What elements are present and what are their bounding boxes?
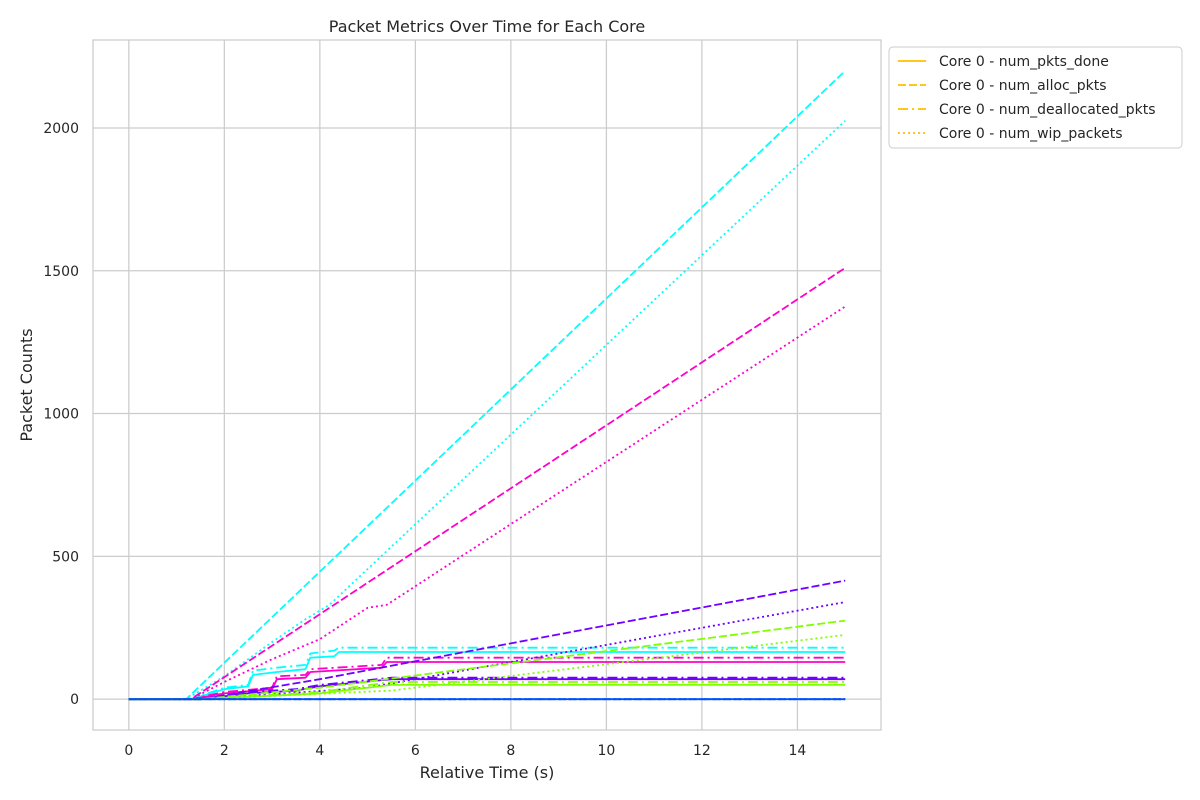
- series-line-3: [128, 651, 846, 701]
- x-tick-label: 6: [411, 743, 420, 759]
- x-tick-label: 2: [220, 743, 229, 759]
- legend-label: Core 0 - num_pkts_done: [939, 54, 1109, 70]
- legend-label: Core 0 - num_alloc_pkts: [939, 78, 1107, 94]
- y-tick-label: 2000: [43, 121, 79, 137]
- legend-box: [888, 46, 1183, 149]
- chart-title: Packet Metrics Over Time for Each Core: [329, 17, 645, 36]
- x-tick-label: 8: [506, 743, 515, 759]
- legend-label: Core 0 - num_wip_packets: [939, 126, 1123, 142]
- x-axis-title: Relative Time (s): [420, 763, 555, 782]
- y-tick-label: 1500: [43, 264, 79, 280]
- legend: Core 0 - num_pkts_done Core 0 - num_alloc…: [888, 46, 1183, 149]
- plot-frame: [92, 39, 882, 731]
- series-group: [128, 70, 846, 701]
- x-tick-label: 10: [597, 743, 615, 759]
- y-tick-label: 0: [70, 692, 79, 708]
- y-tick-label: 500: [52, 549, 79, 565]
- x-tick-label: 14: [789, 743, 807, 759]
- series-line-7: [128, 661, 846, 701]
- x-tick-label: 4: [315, 743, 324, 759]
- series-line-1: [128, 120, 846, 701]
- x-tick-label: 0: [124, 743, 133, 759]
- series-line-2: [128, 646, 846, 701]
- y-tick-label: 1000: [43, 407, 79, 423]
- x-tick-label: 12: [693, 743, 711, 759]
- y-axis-title: Packet Counts: [17, 328, 36, 441]
- legend-label: Core 0 - num_deallocated_pkts: [939, 102, 1156, 118]
- tick-labels: 0 2 4 6 8 10 12 14 0 500 1000 1500 2000: [43, 121, 806, 759]
- series-line-6: [128, 656, 846, 701]
